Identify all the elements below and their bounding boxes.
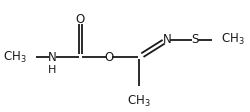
Text: O: O xyxy=(76,13,85,26)
Text: CH$_3$: CH$_3$ xyxy=(127,94,151,109)
Text: H: H xyxy=(48,65,56,74)
Text: O: O xyxy=(104,51,113,64)
Text: S: S xyxy=(192,33,199,46)
Text: CH$_3$: CH$_3$ xyxy=(221,32,245,47)
Text: N: N xyxy=(163,33,172,46)
Text: N: N xyxy=(48,51,57,64)
Text: CH$_3$: CH$_3$ xyxy=(3,50,26,65)
